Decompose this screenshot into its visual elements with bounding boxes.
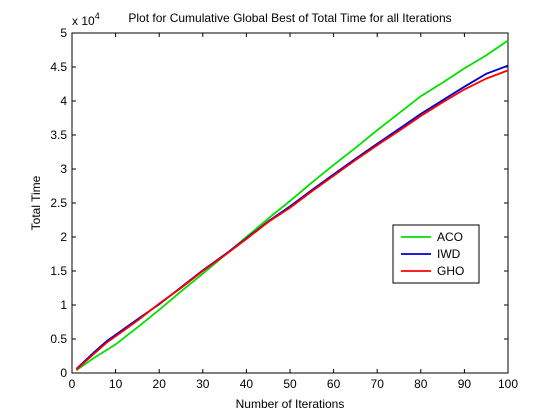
y-exponent-base: x 10 <box>72 14 95 28</box>
legend-label-gho: GHO <box>437 264 464 278</box>
legend: ACO IWD GHO <box>392 224 480 284</box>
y-exponent-power: 4 <box>95 11 100 21</box>
x-tick-label: 80 <box>414 377 428 391</box>
y-tick-label: 1 <box>60 298 67 312</box>
legend-label-iwd: IWD <box>437 247 461 261</box>
series-line-aco <box>75 39 509 372</box>
plot-area <box>71 32 509 374</box>
x-axis-label: Number of Iterations <box>236 397 345 411</box>
y-tick-label: 3 <box>60 162 67 176</box>
y-tick-label: 4 <box>60 94 67 108</box>
x-tick-label: 10 <box>109 377 123 391</box>
series-layer <box>75 39 509 372</box>
x-tick-label: 100 <box>498 377 518 391</box>
x-tick-label: 70 <box>371 377 385 391</box>
x-tick-label: 20 <box>153 377 167 391</box>
y-tick-label: 2.5 <box>50 196 67 210</box>
x-tick-label: 90 <box>458 377 472 391</box>
y-axis-exponent: x 104 <box>72 11 100 28</box>
x-tick-label: 50 <box>283 377 297 391</box>
y-tick-label: 2 <box>60 230 67 244</box>
y-tick-label: 0 <box>60 366 67 380</box>
y-tick-label: 4.5 <box>50 60 67 74</box>
y-axis-label: Total Time <box>29 175 43 230</box>
y-tick-label: 5 <box>60 26 67 40</box>
y-tick-label: 3.5 <box>50 128 67 142</box>
x-tick-label: 40 <box>240 377 254 391</box>
x-tick-label: 30 <box>196 377 210 391</box>
axis-ticks: 0 10 20 30 40 50 60 70 80 90 100 0 0.5 1 1.5 2 2.5 3 3.5 4 4… <box>50 26 518 391</box>
series-line-gho <box>75 69 509 371</box>
y-tick-label: 1.5 <box>50 264 67 278</box>
x-tick-label: 60 <box>327 377 341 391</box>
y-tick-label: 0.5 <box>50 332 67 346</box>
chart-title: Plot for Cumulative Global Best of Total… <box>128 11 451 25</box>
x-tick-label: 0 <box>69 377 76 391</box>
legend-label-aco: ACO <box>437 230 463 244</box>
